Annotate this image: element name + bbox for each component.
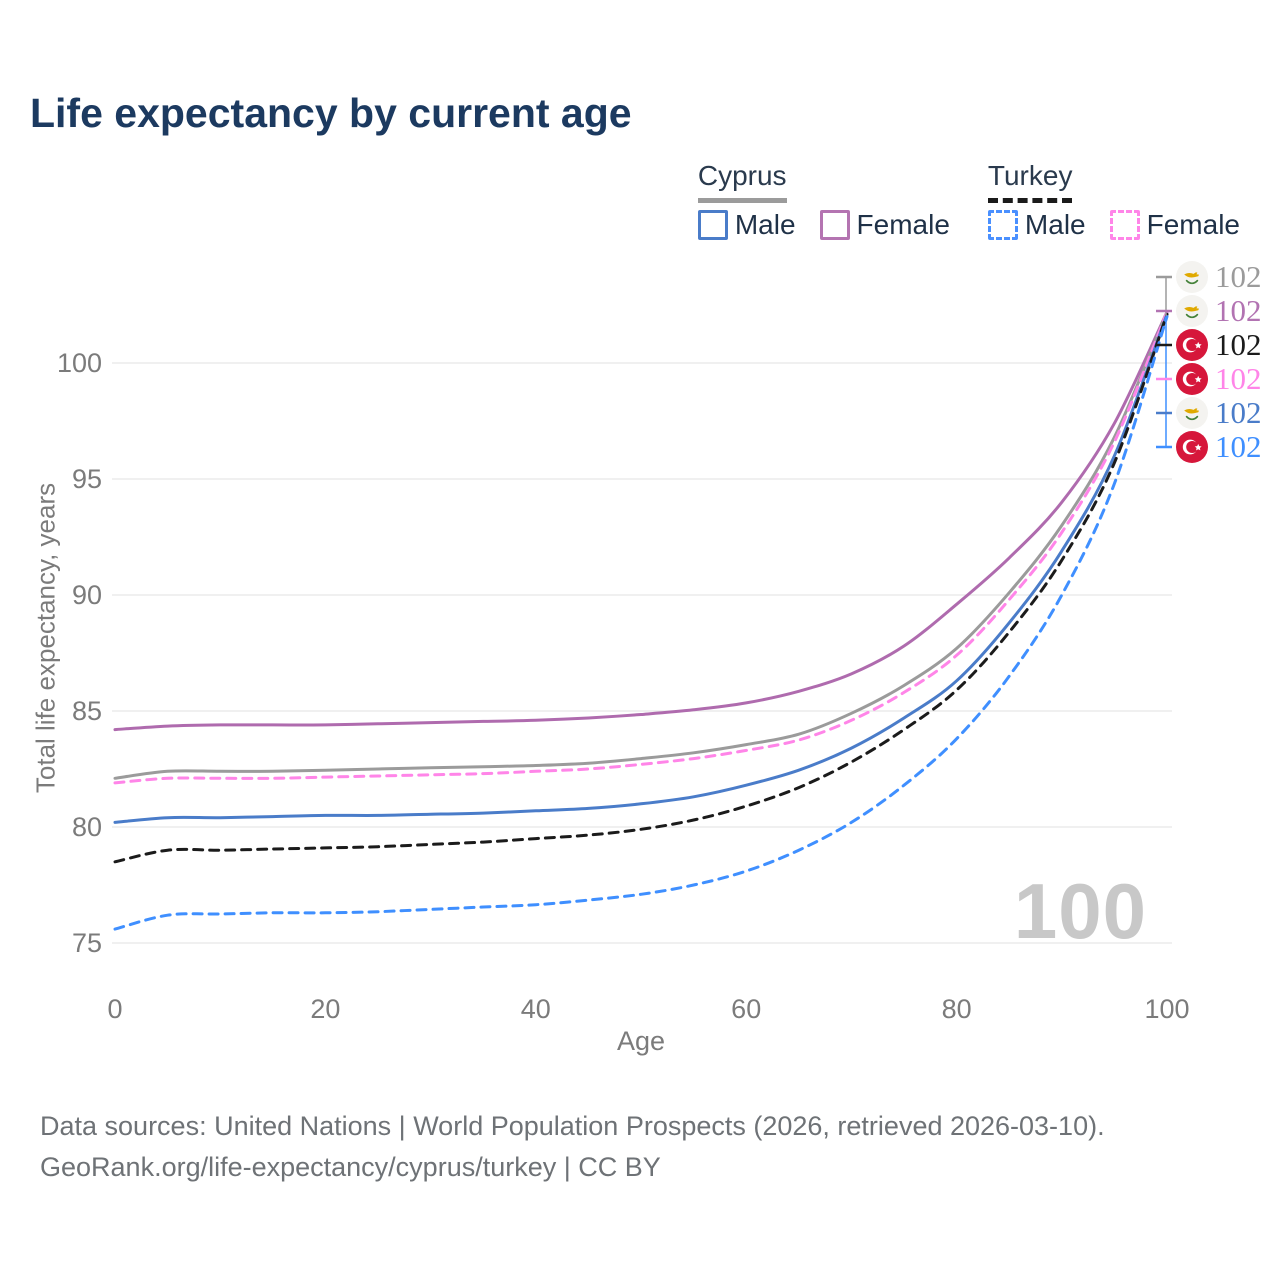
legend-label-cyprus-male[interactable]: Male: [734, 209, 796, 240]
legend-turkey-items: Male Female: [987, 209, 1240, 241]
end-value-turkey-female: 102: [1215, 361, 1262, 396]
footer: Data sources: United Nations | World Pop…: [40, 1106, 1105, 1188]
x-axis-tick-labels: 0 20 40 60 80 100: [107, 994, 1189, 1024]
x-tick-0: 0: [107, 994, 122, 1024]
cyprus-flag-icon: [1176, 295, 1208, 327]
series-cyprus-female-line[interactable]: [113, 310, 1169, 732]
legend-turkey-title[interactable]: Turkey: [987, 160, 1073, 203]
end-label-turkey-male: 102: [1176, 431, 1262, 463]
end-value-turkey-all: 102: [1215, 327, 1262, 362]
legend: Cyprus Male Female Turkey Male: [697, 160, 1240, 241]
y-tick-90: 90: [72, 580, 102, 610]
y-axis-tick-labels: 75 80 85 90 95 100: [57, 348, 102, 958]
turkey-flag-icon: [1176, 363, 1208, 395]
series-turkey-female-line[interactable]: [113, 310, 1169, 785]
legend-group-cyprus: Cyprus Male Female: [697, 160, 950, 241]
legend-cyprus-title[interactable]: Cyprus: [697, 160, 787, 203]
end-label-turkey-female: 102: [1176, 363, 1262, 395]
x-tick-80: 80: [942, 994, 972, 1024]
end-value-turkey-male: 102: [1215, 429, 1262, 464]
gridlines: [112, 362, 1172, 944]
series-turkey-male-line[interactable]: [113, 315, 1169, 931]
legend-label-turkey-male[interactable]: Male: [1024, 209, 1086, 240]
legend-item-cyprus-male[interactable]: Male: [697, 209, 796, 241]
series-cyprus-male-line[interactable]: [113, 312, 1169, 824]
turkey-flag-icon: [1176, 431, 1208, 463]
series-lines: [113, 310, 1169, 931]
cyprus-flag-icon: [1176, 261, 1208, 293]
turkey-male-swatch-icon[interactable]: [987, 210, 1018, 240]
end-value-cyprus-male: 102: [1215, 395, 1262, 430]
end-label-cyprus-male: 102: [1176, 397, 1262, 429]
turkey-flag-icon: [1176, 329, 1208, 361]
end-label-cyprus-female: 102: [1176, 295, 1262, 327]
legend-cyprus-items: Male Female: [697, 209, 950, 241]
end-value-cyprus-all: 102: [1215, 259, 1262, 294]
age-counter-watermark: 100: [1013, 867, 1147, 955]
footer-attribution: GeoRank.org/life-expectancy/cyprus/turke…: [40, 1152, 661, 1182]
series-cyprus-all-line[interactable]: [113, 310, 1169, 780]
x-tick-100: 100: [1144, 994, 1189, 1024]
y-tick-85: 85: [72, 696, 102, 726]
y-axis-title: Total life expectancy, years: [30, 482, 61, 794]
series-turkey-all-line[interactable]: [113, 312, 1169, 864]
end-label-cyprus-all: 102: [1176, 261, 1262, 293]
legend-label-turkey-female[interactable]: Female: [1146, 209, 1240, 240]
y-tick-100: 100: [57, 348, 102, 378]
legend-item-turkey-male[interactable]: Male: [987, 209, 1086, 241]
x-tick-60: 60: [731, 994, 761, 1024]
cyprus-flag-icon: [1176, 397, 1208, 429]
y-tick-75: 75: [72, 928, 102, 958]
legend-item-turkey-female[interactable]: Female: [1109, 209, 1240, 241]
x-tick-40: 40: [521, 994, 551, 1024]
x-tick-20: 20: [310, 994, 340, 1024]
end-value-cyprus-female: 102: [1215, 293, 1262, 328]
legend-label-cyprus-female[interactable]: Female: [856, 209, 950, 240]
footer-data-sources: Data sources: United Nations | World Pop…: [40, 1111, 1105, 1141]
cyprus-male-swatch-icon[interactable]: [697, 210, 728, 240]
y-tick-95: 95: [72, 464, 102, 494]
end-label-turkey-all: 102: [1176, 329, 1262, 361]
turkey-female-swatch-icon[interactable]: [1109, 210, 1140, 240]
x-axis-title: Age: [616, 1026, 666, 1056]
end-label-connectors: [1156, 275, 1172, 449]
page-title: Life expectancy by current age: [30, 90, 632, 136]
y-tick-80: 80: [72, 812, 102, 842]
legend-item-cyprus-female[interactable]: Female: [819, 209, 950, 241]
legend-group-turkey: Turkey Male Female: [987, 160, 1240, 241]
cyprus-female-swatch-icon[interactable]: [819, 210, 850, 240]
